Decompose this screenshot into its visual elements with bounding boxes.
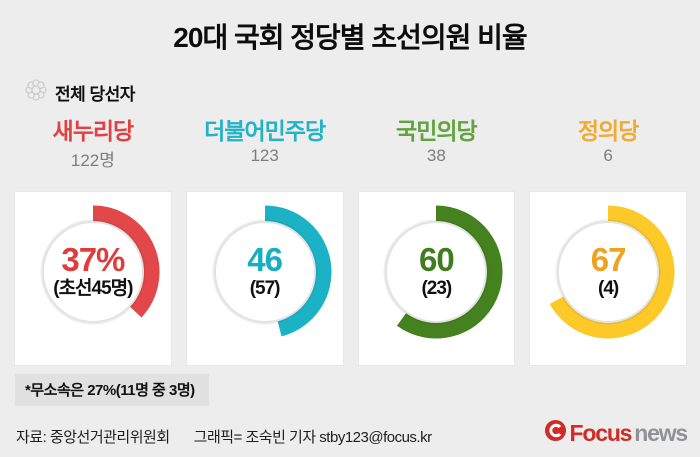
party-total-count: 122명 xyxy=(70,151,115,170)
party-board: 새누리당 122명 37% (초선45명) 더불어민주당 123 46 (57) xyxy=(15,112,686,365)
party-column-justice: 정의당 6 67 (4) xyxy=(530,112,686,365)
focusnews-logo: Focus news xyxy=(544,419,688,447)
data-source: 자료: 중앙선거관리위원회 xyxy=(16,429,170,446)
graphic-credit: 그래픽= 조숙빈 기자 stby123@focus.kr xyxy=(193,429,432,446)
party-total-count: 38 xyxy=(426,146,446,165)
party-column-minjoo: 더불어민주당 123 46 (57) xyxy=(186,112,343,365)
party-card: 37% (초선45명) xyxy=(15,192,171,365)
page-title: 20대 국회 정당별 초선의원 비율 xyxy=(173,22,527,53)
party-card: 60 (23) xyxy=(358,192,515,365)
party-total-count: 123 xyxy=(250,146,279,165)
footer-credits: 자료: 중앙선거관리위원회 그래픽= 조숙빈 기자 stby123@focus.k… xyxy=(16,426,432,447)
legend-label: 전체 당선자 xyxy=(55,85,135,104)
party-total-count: 6 xyxy=(603,146,613,165)
legend: 전체 당선자 xyxy=(24,78,135,107)
donut-chart xyxy=(366,202,506,342)
donut-chart xyxy=(538,202,678,342)
party-card: 46 (57) xyxy=(186,192,343,365)
party-name: 국민의당 xyxy=(396,118,478,144)
logo-text-focus: Focus xyxy=(569,419,633,446)
party-name: 새누리당 xyxy=(52,118,135,144)
independents-note: *무소속은 27%(11명 중 3명) xyxy=(15,374,209,406)
donut-chart xyxy=(23,202,163,342)
party-name: 더불어민주당 xyxy=(204,118,326,144)
party-column-saenuri: 새누리당 122명 37% (초선45명) xyxy=(15,112,171,365)
party-card: 67 (4) xyxy=(530,192,686,365)
party-column-kukmin: 국민의당 38 60 (23) xyxy=(358,112,515,365)
assembly-emblem-icon xyxy=(24,78,48,107)
logo-text-news: news xyxy=(634,419,688,446)
donut-chart xyxy=(195,202,335,342)
focusnews-mark-icon xyxy=(544,419,567,447)
party-name: 정의당 xyxy=(577,118,639,144)
